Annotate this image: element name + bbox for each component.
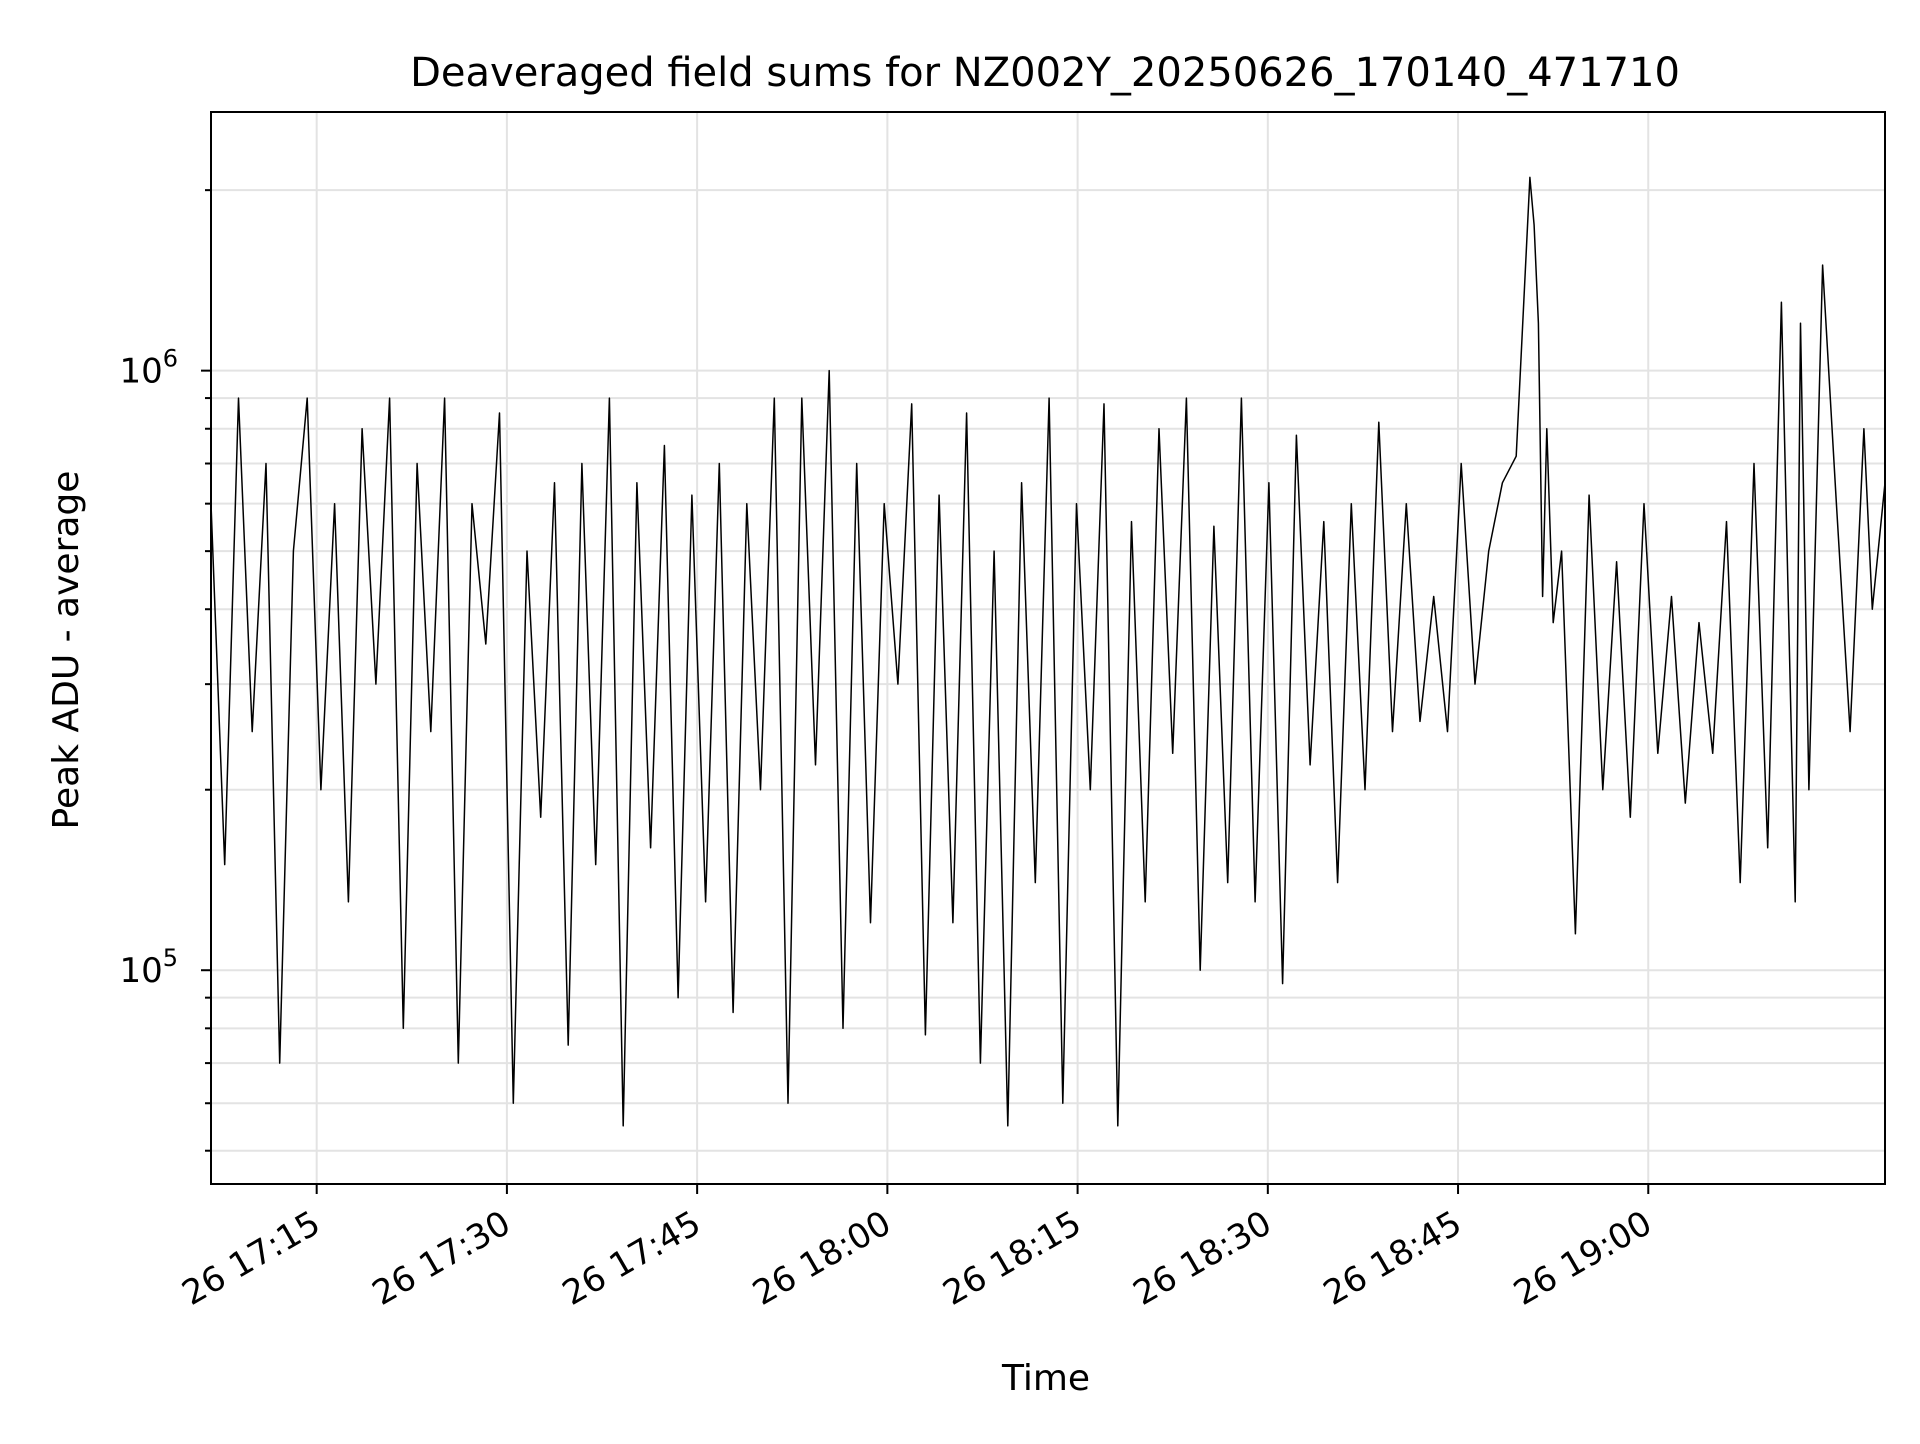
x-axis-label: Time bbox=[1001, 1358, 1090, 1399]
series-line-layer bbox=[210, 176, 1886, 1127]
grid bbox=[211, 112, 1885, 1184]
y-tick-label: 106 bbox=[119, 345, 178, 392]
series-line bbox=[210, 176, 1886, 1127]
chart-title: Deaveraged field sums for NZ002Y_2025062… bbox=[410, 50, 1680, 96]
y-axis-label: Peak ADU - average bbox=[46, 471, 87, 830]
plot-frame bbox=[210, 111, 1886, 1185]
y-tick-label: 105 bbox=[119, 944, 178, 991]
